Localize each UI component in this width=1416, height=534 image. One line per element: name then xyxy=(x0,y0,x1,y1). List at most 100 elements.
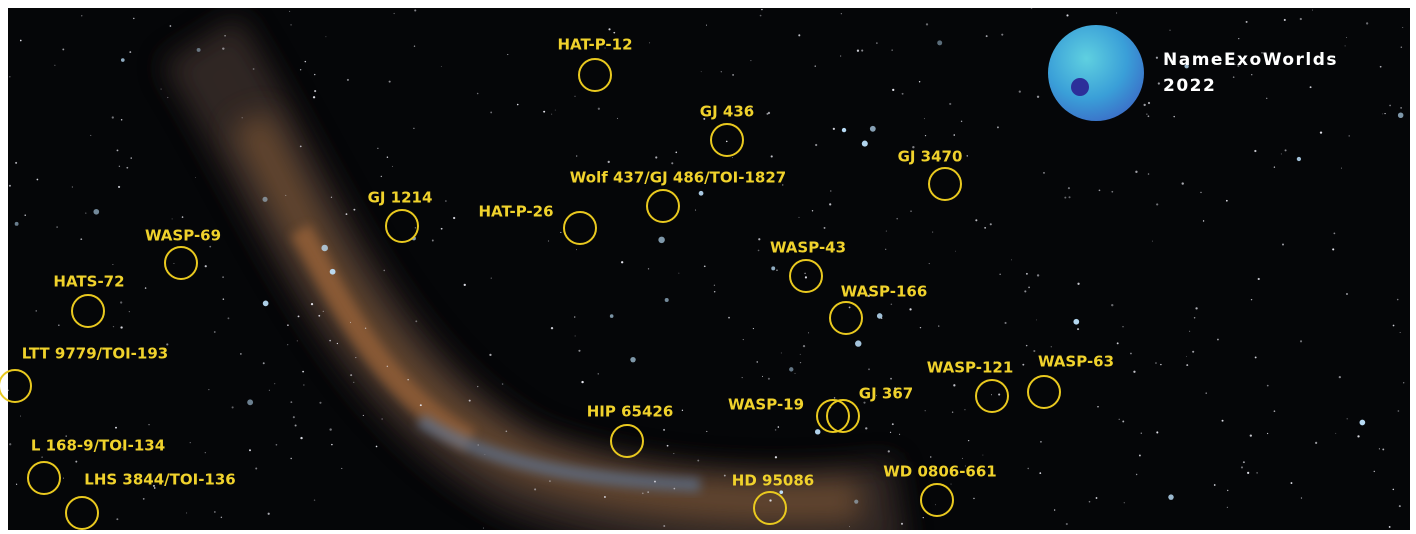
star xyxy=(799,217,800,218)
star xyxy=(20,40,22,42)
star xyxy=(287,324,289,326)
star xyxy=(1031,7,1033,9)
star xyxy=(1341,168,1342,169)
star xyxy=(1037,96,1039,98)
logo-planet xyxy=(1048,25,1144,121)
star xyxy=(574,316,575,317)
star xyxy=(576,249,577,250)
star xyxy=(387,366,388,367)
star xyxy=(232,406,234,408)
star xyxy=(714,285,715,286)
star xyxy=(297,340,298,341)
star xyxy=(721,71,722,72)
star xyxy=(161,89,162,90)
star xyxy=(714,291,715,292)
target-label: GJ 367 xyxy=(859,385,913,403)
star xyxy=(1066,523,1068,525)
star xyxy=(892,89,894,91)
star xyxy=(1155,362,1157,364)
star xyxy=(775,456,777,458)
star xyxy=(314,74,315,75)
star xyxy=(224,35,226,37)
star xyxy=(1403,382,1404,383)
star xyxy=(1146,114,1147,115)
star xyxy=(131,157,132,158)
star xyxy=(841,13,842,14)
star xyxy=(8,390,9,391)
star xyxy=(968,440,969,441)
star xyxy=(776,269,777,270)
star xyxy=(381,418,382,419)
star xyxy=(932,232,933,233)
star xyxy=(1258,278,1260,280)
star xyxy=(302,371,304,373)
star xyxy=(1069,196,1071,198)
star xyxy=(834,397,836,399)
star xyxy=(16,484,17,485)
star xyxy=(1077,328,1079,330)
star xyxy=(1156,203,1158,205)
star xyxy=(984,227,986,229)
star xyxy=(414,46,415,47)
star xyxy=(534,488,536,490)
star xyxy=(1168,494,1173,499)
star xyxy=(214,331,216,333)
star xyxy=(621,261,623,263)
star xyxy=(93,209,99,215)
star xyxy=(329,340,331,342)
star xyxy=(1173,116,1174,117)
star xyxy=(205,265,207,267)
star xyxy=(478,444,479,445)
star xyxy=(1348,135,1350,137)
star xyxy=(209,246,211,248)
star xyxy=(290,401,292,403)
target-label: LHS 3844/TOI-136 xyxy=(84,471,235,489)
star xyxy=(671,162,673,164)
star xyxy=(377,148,378,149)
star xyxy=(469,400,471,402)
star xyxy=(311,303,313,305)
star xyxy=(341,468,342,469)
star xyxy=(129,311,130,312)
star xyxy=(699,191,704,196)
star xyxy=(824,227,826,229)
star xyxy=(290,458,291,459)
star xyxy=(1186,364,1188,366)
star xyxy=(949,103,951,105)
star xyxy=(1382,448,1384,450)
sky-map: NameExoWorlds 2022 HAT-P-12GJ 436GJ 3470… xyxy=(0,0,1416,534)
star xyxy=(441,228,443,230)
star xyxy=(604,496,606,498)
star xyxy=(667,445,669,447)
star xyxy=(1379,448,1380,449)
star xyxy=(262,197,267,202)
star xyxy=(300,69,301,70)
star xyxy=(1222,420,1224,422)
star xyxy=(464,284,466,286)
star xyxy=(313,96,315,98)
star xyxy=(223,298,224,299)
star xyxy=(1241,466,1243,468)
star xyxy=(781,352,782,353)
star xyxy=(9,76,10,77)
star xyxy=(997,126,999,128)
star xyxy=(383,270,385,272)
star xyxy=(287,344,288,345)
star xyxy=(886,231,887,232)
star xyxy=(1001,34,1003,36)
star xyxy=(861,50,863,52)
star xyxy=(758,250,760,252)
star xyxy=(387,157,388,158)
star xyxy=(9,185,11,187)
star xyxy=(490,112,492,114)
star xyxy=(998,393,1000,395)
target-label: HD 95086 xyxy=(732,472,814,490)
star xyxy=(63,478,64,479)
star xyxy=(862,141,868,147)
star xyxy=(798,34,800,36)
star xyxy=(1226,200,1228,202)
star xyxy=(578,350,580,352)
star xyxy=(414,9,416,11)
star xyxy=(1200,192,1201,193)
star xyxy=(1026,273,1028,275)
